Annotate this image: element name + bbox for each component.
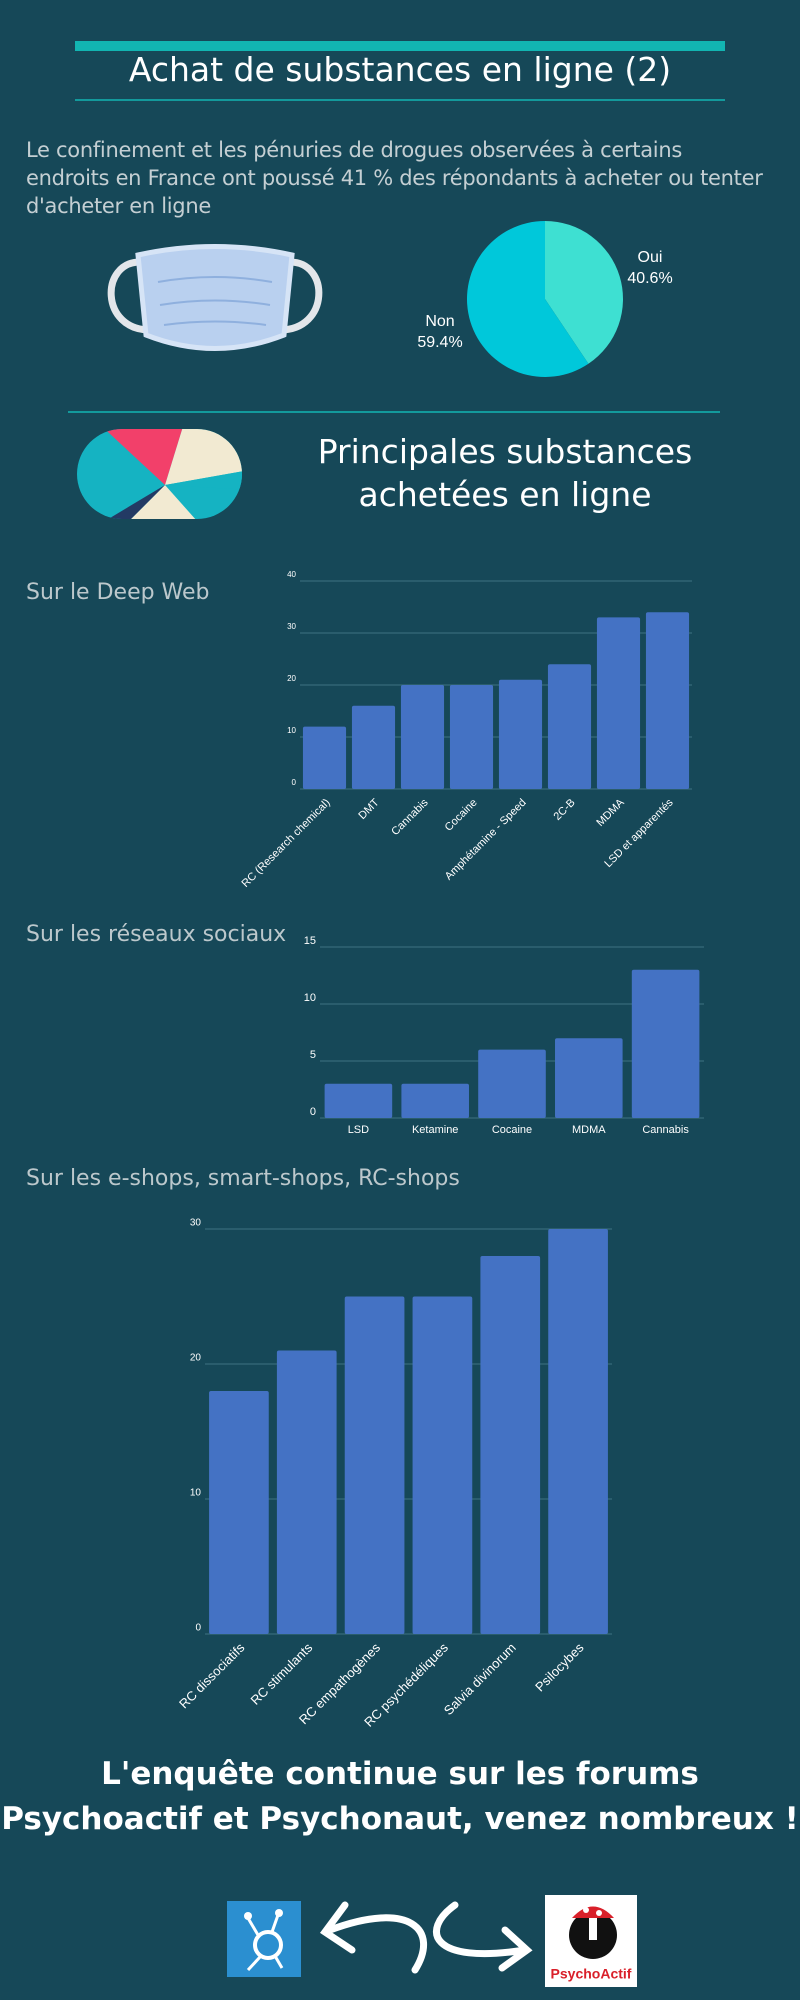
bar: [478, 1049, 546, 1118]
y-tick-label: 20: [190, 1353, 202, 1364]
bar: [324, 1083, 393, 1118]
page-title: Achat de substances en ligne (2): [128, 50, 672, 89]
pie-label: Non: [425, 313, 454, 330]
y-tick-label: 10: [304, 992, 316, 1004]
x-tick-label: Ketamine: [412, 1124, 458, 1136]
bar: [209, 1391, 269, 1634]
bar: [631, 969, 700, 1118]
y-tick-label: 30: [190, 1218, 202, 1229]
bar: [480, 1256, 541, 1634]
bar: [555, 1038, 623, 1118]
y-tick-label: 40: [287, 570, 296, 579]
mask-illustration: [107, 244, 323, 351]
bar: [276, 1350, 337, 1634]
logo-text: PsychoActif: [551, 1966, 632, 1982]
bar: [302, 726, 347, 789]
y-tick-label: 20: [287, 674, 296, 683]
pie-slice: [466, 221, 589, 377]
y-tick-label: 10: [287, 726, 296, 735]
y-tick-label: 5: [310, 1049, 316, 1061]
chart-title: Sur les réseaux sociaux: [26, 922, 286, 947]
pie-label: Oui: [638, 249, 663, 266]
chart-title: Sur les e-shops, smart-shops, RC-shops: [26, 1166, 460, 1191]
bar: [498, 679, 543, 789]
y-tick-label: 15: [304, 935, 316, 947]
footer-text: L'enquête continue sur les forums Psycho…: [1, 1756, 799, 1837]
pie-slice: [545, 221, 623, 364]
pie-value-label: 40.6%: [627, 270, 672, 287]
psychoactif-logo: PsychoActif: [545, 1895, 637, 1987]
arrows: [319, 1901, 533, 1974]
y-tick-label: 10: [190, 1488, 202, 1499]
x-tick-label: MDMA: [594, 796, 627, 829]
x-tick-label: Cocaine: [492, 1124, 532, 1136]
intro-text: Le confinement et les pénuries de drogue…: [26, 138, 763, 218]
chart-title: Sur le Deep Web: [26, 580, 210, 605]
bar: [548, 1229, 608, 1634]
x-tick-label: Amphétamine - Speed: [443, 797, 529, 883]
y-tick-label: 30: [287, 622, 296, 631]
section-heading: Principales substances achetées en ligne: [317, 432, 693, 514]
bar: [351, 705, 396, 789]
forum-logo: [227, 1901, 301, 1977]
pie-icon: [77, 429, 242, 519]
bar: [596, 617, 641, 789]
y-tick-label: 0: [195, 1623, 201, 1634]
x-tick-label: Cannabis: [389, 796, 431, 838]
pie-value-label: 59.4%: [417, 334, 462, 351]
y-tick-label: 0: [292, 778, 297, 787]
x-tick-label: Cannabis: [642, 1124, 689, 1136]
x-tick-label: Salvia divinorum: [441, 1640, 519, 1718]
x-tick-label: RC (Research chemical): [239, 797, 332, 890]
bar: [401, 1083, 469, 1118]
bar: [547, 664, 592, 789]
x-tick-label: LSD: [348, 1124, 369, 1136]
title-bar: [75, 41, 725, 51]
x-tick-label: RC stimulants: [247, 1640, 315, 1708]
y-tick-label: 0: [310, 1106, 316, 1118]
x-tick-label: 2C-B: [551, 797, 577, 823]
bar: [412, 1296, 473, 1634]
x-tick-label: RC dissociatifs: [176, 1640, 248, 1712]
bar: [344, 1296, 405, 1634]
bar: [449, 685, 494, 789]
x-tick-label: DMT: [356, 796, 382, 822]
bar: [645, 612, 690, 789]
x-tick-label: Cocaine: [443, 797, 480, 834]
x-tick-label: MDMA: [572, 1124, 606, 1136]
bar: [400, 685, 445, 789]
x-tick-label: Psilocybes: [532, 1640, 587, 1695]
